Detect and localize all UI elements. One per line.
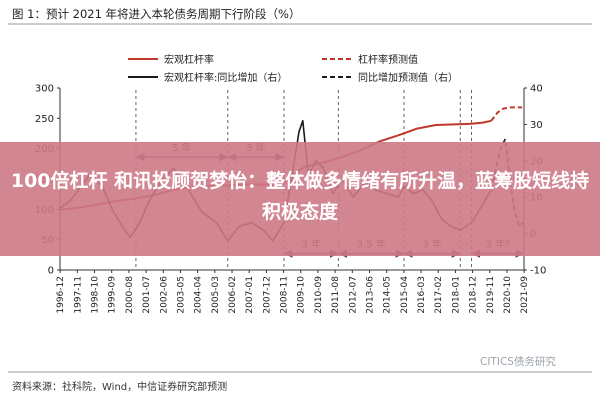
- x-tick-label: 2017-02: [434, 276, 444, 314]
- x-tick-label: 2009-10: [297, 276, 307, 314]
- x-tick-label: 2012-07: [348, 276, 358, 314]
- x-tick-label: 2001-07: [142, 276, 152, 314]
- x-tick-label: 2011-08: [331, 276, 341, 314]
- x-tick-label: 2000-08: [125, 276, 135, 314]
- x-tick-label: 1998-10: [91, 276, 101, 314]
- x-tick-label: 1996-12: [56, 276, 66, 314]
- x-tick-label: 2008-11: [280, 276, 290, 314]
- news-banner[interactable]: 100倍杠杆 和讯投顾贺梦怡：整体做多情绪有所升温，蓝筹股短线持积极态度: [0, 142, 600, 256]
- x-tick-label: 2004-04: [194, 276, 204, 314]
- left-tick-label: 300: [35, 84, 54, 95]
- legend-label: 杠杆率预测值: [358, 53, 418, 66]
- right-tick-label: -10: [530, 266, 546, 277]
- x-tick-label: 2007-01: [245, 276, 255, 314]
- left-tick-label: 0: [48, 266, 54, 277]
- x-tick-label: 1999-09: [108, 276, 118, 314]
- x-tick-label: 2006-02: [228, 276, 238, 314]
- x-tick-label: 2010-09: [314, 276, 324, 314]
- x-tick-label: 2016-03: [417, 276, 427, 314]
- right-tick-label: 40: [530, 84, 543, 95]
- x-tick-label: 2005-03: [211, 276, 221, 314]
- x-tick-label: 2018-12: [469, 276, 479, 314]
- figure-title: 图 1：预计 2021 年将进入本轮债务周期下行阶段（%）: [12, 7, 301, 21]
- x-tick-label: 2002-06: [159, 276, 169, 314]
- x-tick-label: 1997-11: [73, 276, 83, 314]
- x-tick-label: 2021-09: [520, 276, 530, 314]
- x-tick-label: 2019-11: [486, 276, 496, 314]
- x-tick-label: 2007-12: [262, 276, 272, 314]
- legend-label: 宏观杠杆率: [164, 53, 214, 66]
- series-line: [490, 106, 523, 122]
- news-banner-text[interactable]: 100倍杠杆 和讯投顾贺梦怡：整体做多情绪有所升温，蓝筹股短线持积极态度: [10, 170, 590, 223]
- legend-label: 同比增加预测值（右）: [358, 71, 458, 84]
- source-note: 资料来源：社科院，Wind，中信证券研究部预测: [12, 382, 228, 393]
- legend-label: 宏观杠杆率:同比增加（右）: [164, 71, 287, 84]
- x-tick-label: 2013-06: [365, 276, 375, 314]
- x-tick-label: 2003-05: [176, 276, 186, 314]
- x-tick-label: 2020-10: [503, 276, 513, 314]
- x-tick-label: 2018-01: [451, 276, 461, 314]
- watermark-text: CITICS债务研究: [480, 356, 556, 368]
- x-tick-label: 2014-05: [383, 276, 393, 314]
- left-tick-label: 250: [35, 114, 54, 125]
- right-tick-label: 30: [530, 120, 543, 131]
- x-tick-label: 2015-04: [400, 276, 410, 314]
